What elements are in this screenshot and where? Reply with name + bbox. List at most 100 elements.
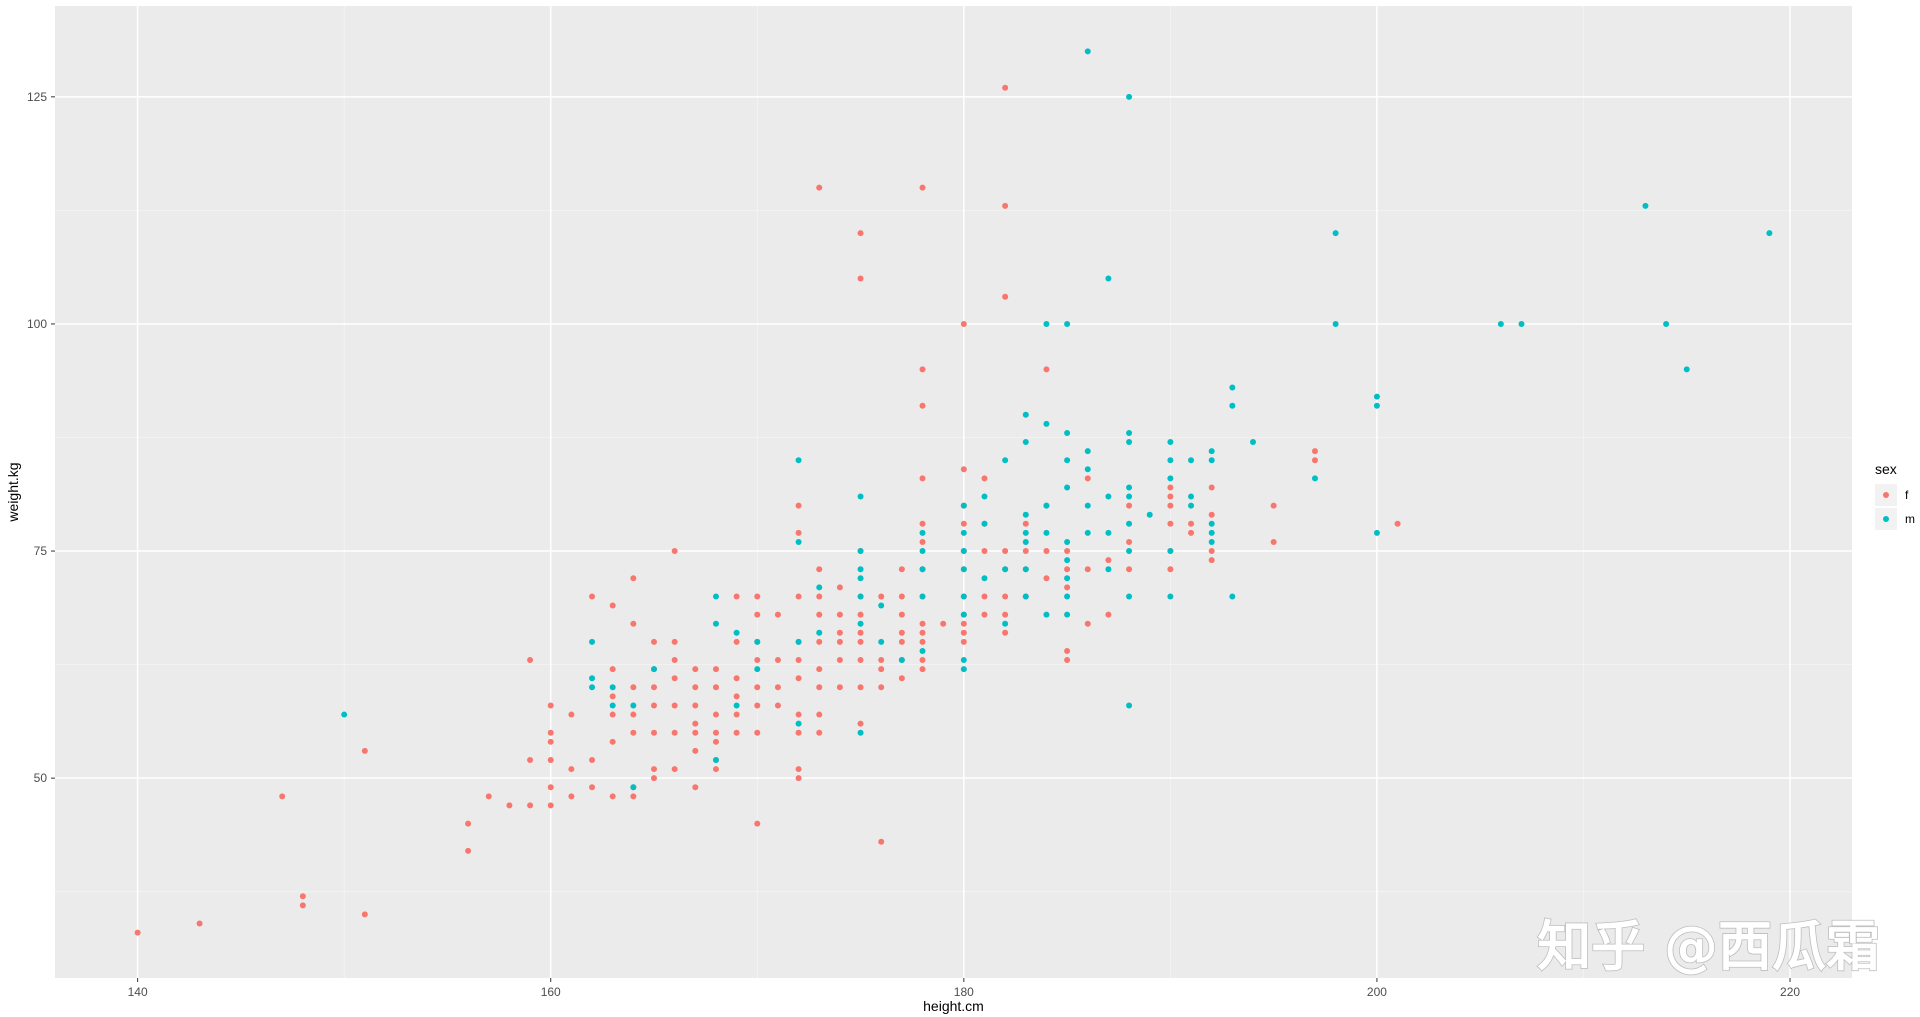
point-m <box>816 584 823 591</box>
point-f <box>547 802 554 809</box>
point-m <box>1229 593 1236 600</box>
point-m <box>1002 457 1009 464</box>
point-m <box>1208 520 1215 527</box>
point-m <box>712 756 719 763</box>
point-f <box>465 847 472 854</box>
point-f <box>1105 557 1112 564</box>
point-m <box>1126 520 1133 527</box>
point-m <box>878 638 885 645</box>
point-m <box>1064 611 1071 618</box>
point-f <box>671 702 678 709</box>
point-f <box>1208 548 1215 555</box>
point-f <box>568 793 575 800</box>
point-m <box>960 666 967 673</box>
point-f <box>671 638 678 645</box>
point-f <box>836 638 843 645</box>
point-f <box>1167 484 1174 491</box>
point-f <box>857 230 864 237</box>
point-f <box>733 675 740 682</box>
point-f <box>692 666 699 673</box>
watermark-text: 知乎 @西瓜霜 <box>1537 915 1880 978</box>
point-f <box>795 529 802 536</box>
point-m <box>857 493 864 500</box>
point-m <box>919 593 926 600</box>
point-m <box>795 457 802 464</box>
y-tick-label: 125 <box>27 90 47 104</box>
point-f <box>795 675 802 682</box>
point-m <box>919 647 926 654</box>
point-f <box>671 766 678 773</box>
x-tick-label: 180 <box>954 985 974 999</box>
point-m <box>712 620 719 627</box>
point-f <box>692 720 699 727</box>
point-f <box>878 593 885 600</box>
point-f <box>589 756 596 763</box>
point-m <box>816 629 823 636</box>
point-f <box>1064 584 1071 591</box>
point-m <box>1064 593 1071 600</box>
point-m <box>1022 439 1029 446</box>
point-f <box>816 184 823 191</box>
point-f <box>1126 502 1133 509</box>
point-f <box>960 466 967 473</box>
point-f <box>981 611 988 618</box>
point-m <box>1373 393 1380 400</box>
point-m <box>1043 529 1050 536</box>
point-f <box>692 684 699 691</box>
point-f <box>465 820 472 827</box>
point-f <box>299 902 306 909</box>
point-f <box>1043 366 1050 373</box>
point-f <box>981 548 988 555</box>
point-m <box>1188 493 1195 500</box>
point-f <box>733 638 740 645</box>
point-m <box>1064 429 1071 436</box>
point-m <box>898 657 905 664</box>
point-m <box>1126 493 1133 500</box>
point-f <box>1167 520 1174 527</box>
point-f <box>547 756 554 763</box>
point-m <box>857 548 864 555</box>
y-tick-label: 50 <box>34 771 48 785</box>
point-m <box>609 684 616 691</box>
point-f <box>527 756 534 763</box>
series-f-points <box>134 84 1401 936</box>
point-m <box>1373 529 1380 536</box>
y-axis-ticks: 50 75 100 125 <box>27 90 55 785</box>
point-m <box>960 548 967 555</box>
point-f <box>836 584 843 591</box>
point-f <box>547 729 554 736</box>
point-m <box>1064 457 1071 464</box>
point-m <box>1167 475 1174 482</box>
point-m <box>1105 275 1112 282</box>
point-f <box>1022 520 1029 527</box>
point-f <box>733 729 740 736</box>
point-f <box>1002 629 1009 636</box>
point-f <box>1002 548 1009 555</box>
point-f <box>919 366 926 373</box>
point-f <box>898 566 905 573</box>
point-f <box>1064 548 1071 555</box>
point-m <box>1188 502 1195 509</box>
point-f <box>1311 448 1318 455</box>
point-f <box>1105 611 1112 618</box>
point-f <box>919 657 926 664</box>
x-tick-label: 200 <box>1367 985 1387 999</box>
point-m <box>857 593 864 600</box>
point-f <box>960 620 967 627</box>
point-f <box>1043 548 1050 555</box>
point-m <box>1064 538 1071 545</box>
point-f <box>485 793 492 800</box>
point-m <box>1105 566 1112 573</box>
point-f <box>816 611 823 618</box>
x-axis-ticks: 140 160 180 200 220 <box>128 978 1800 999</box>
point-f <box>754 657 761 664</box>
point-f <box>816 729 823 736</box>
point-f <box>609 793 616 800</box>
point-f <box>1002 593 1009 600</box>
point-m <box>609 702 616 709</box>
point-f <box>609 738 616 745</box>
point-m <box>1022 538 1029 545</box>
legend-label-m: m <box>1905 512 1915 526</box>
point-f <box>609 693 616 700</box>
